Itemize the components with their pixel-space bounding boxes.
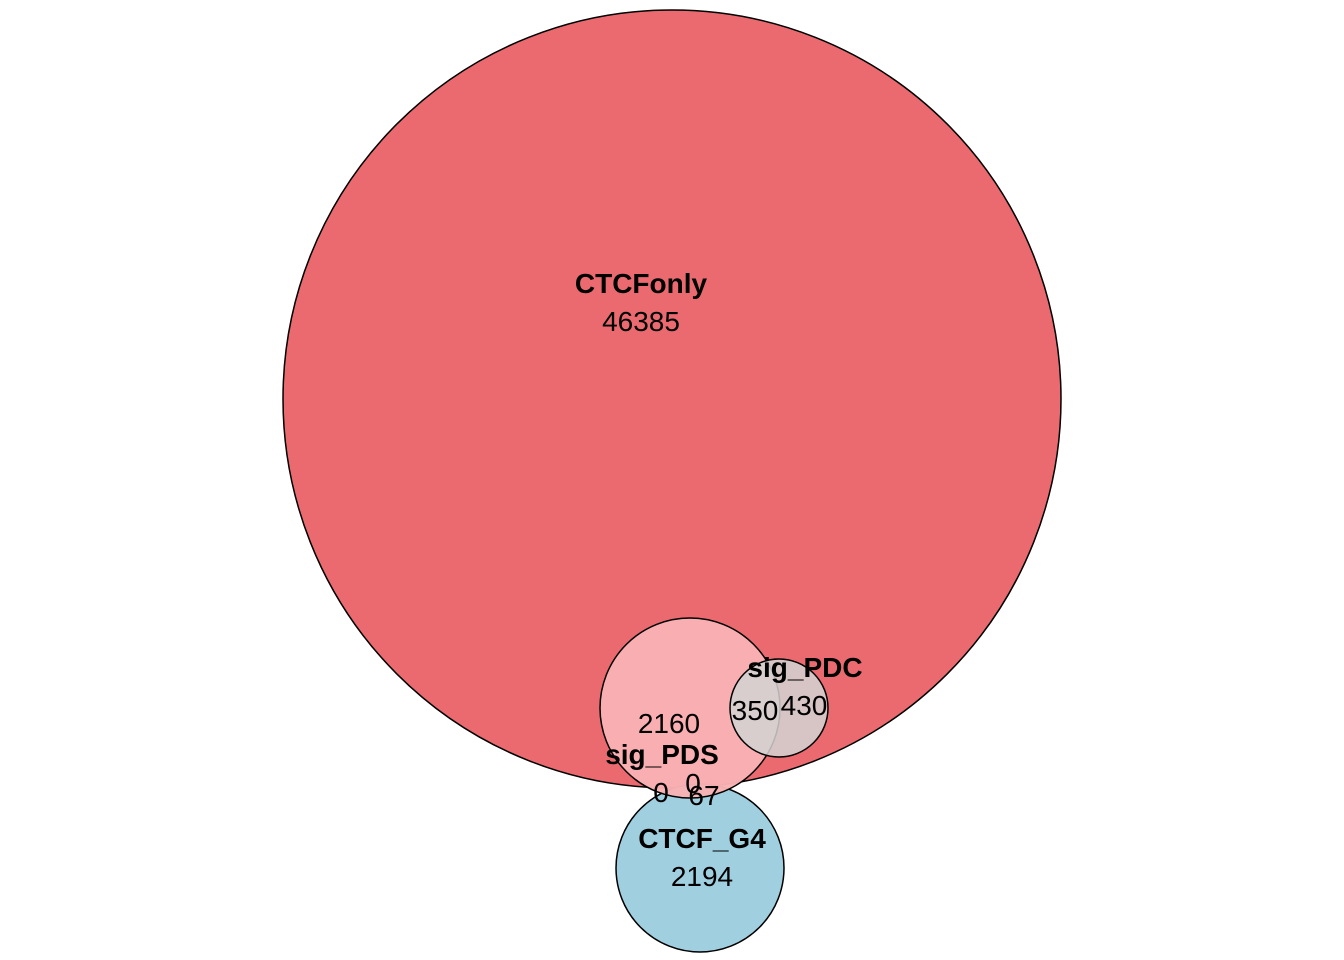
circle-sig-pdc [729, 658, 829, 758]
set-label-ctcfonly: CTCFonly [575, 268, 708, 299]
set-label-ctcf-g4: CTCF_G4 [638, 823, 766, 854]
count-pds-g4-right: 67 [688, 780, 719, 811]
count-sig-pds-sig-pdc: 350 [732, 695, 779, 726]
count-ctcfonly: 46385 [602, 306, 680, 337]
set-label-sig-pdc: sig_PDC [747, 652, 862, 683]
set-label-sig-pds: sig_PDS [605, 739, 719, 770]
count-pds-g4-left: 0 [653, 777, 669, 808]
count-sig-pdc-only: 430 [781, 690, 828, 721]
count-sig-pds-only: 2160 [638, 708, 700, 739]
count-ctcf-g4: 2194 [671, 861, 733, 892]
count-pds-g4-mid: 0 [685, 768, 701, 799]
